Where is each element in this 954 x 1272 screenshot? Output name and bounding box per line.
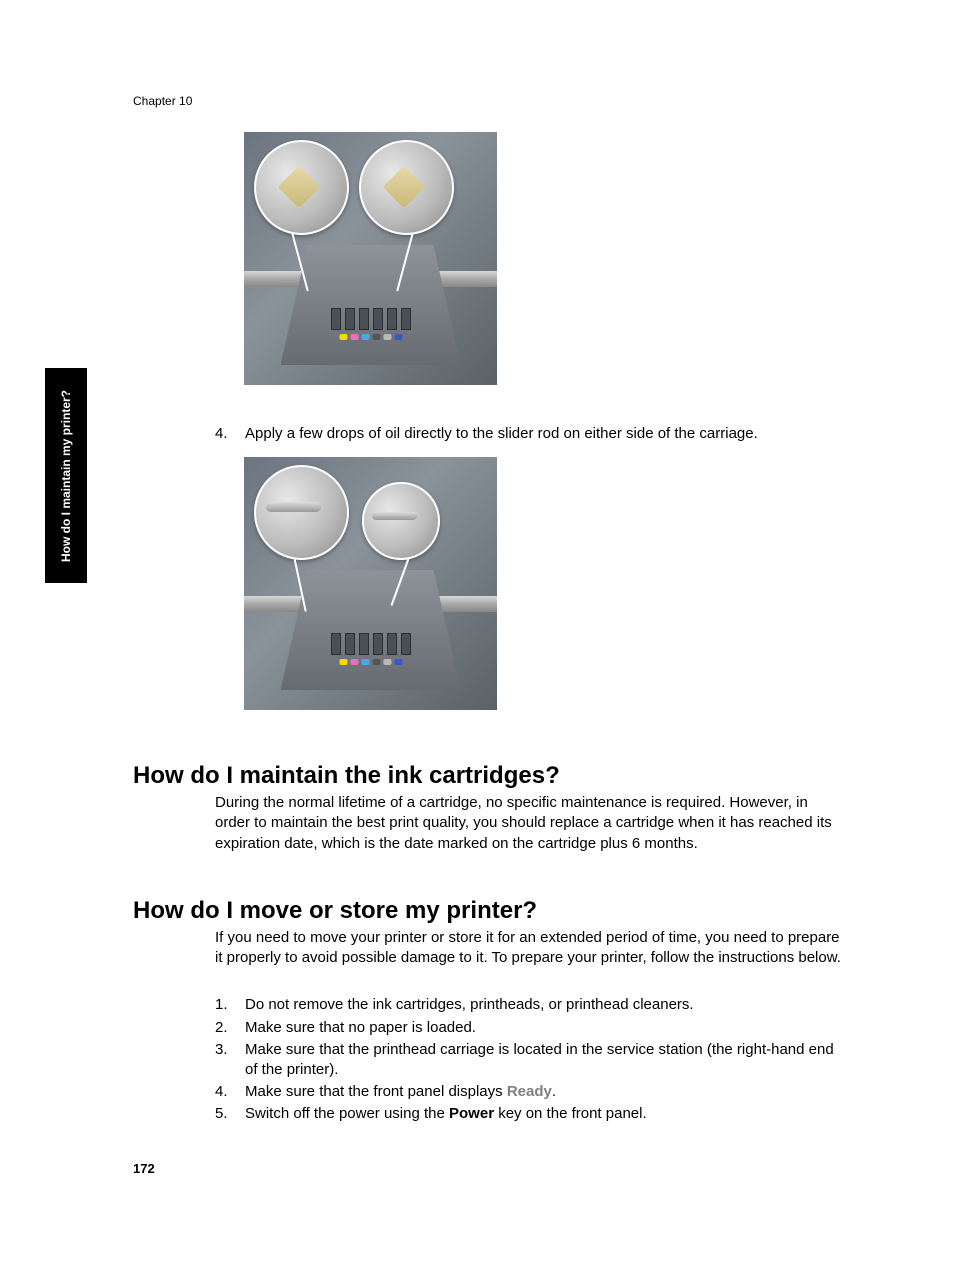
carriage-body bbox=[281, 245, 461, 365]
list-item-3: 3. Make sure that the printhead carriage… bbox=[215, 1040, 844, 1081]
callout-right-oil bbox=[362, 482, 440, 560]
list-text: Make sure that the printhead carriage is… bbox=[245, 1040, 844, 1081]
list-text: Make sure that the front panel displays … bbox=[245, 1082, 844, 1102]
callout-left-oil bbox=[254, 465, 349, 560]
step-text: Apply a few drops of oil directly to the… bbox=[245, 424, 844, 444]
ink-color-row bbox=[339, 659, 402, 665]
list-number: 5. bbox=[215, 1104, 228, 1124]
step-number: 4. bbox=[215, 424, 228, 444]
list-text: Switch off the power using the Power key… bbox=[245, 1104, 844, 1124]
list-number: 4. bbox=[215, 1082, 228, 1102]
ready-status-text: Ready bbox=[507, 1083, 552, 1100]
carriage-body bbox=[281, 570, 461, 690]
callout-right-sponge bbox=[359, 140, 454, 235]
list-number: 3. bbox=[215, 1040, 228, 1060]
heading-ink-cartridges: How do I maintain the ink cartridges? bbox=[133, 762, 560, 790]
ink-color-row bbox=[339, 334, 402, 340]
para-ink-cartridges: During the normal lifetime of a cartridg… bbox=[215, 793, 844, 854]
side-tab: How do I maintain my printer? bbox=[45, 368, 87, 583]
list-text: Make sure that no paper is loaded. bbox=[245, 1018, 844, 1038]
figure-carriage-sponges bbox=[244, 132, 497, 385]
chapter-header: Chapter 10 bbox=[133, 94, 192, 108]
list-item-1: 1. Do not remove the ink cartridges, pri… bbox=[215, 995, 844, 1015]
page-number: 172 bbox=[133, 1161, 155, 1176]
list-item-4: 4. Make sure that the front panel displa… bbox=[215, 1082, 844, 1102]
list-text: Do not remove the ink cartridges, printh… bbox=[245, 995, 844, 1015]
para-move-store: If you need to move your printer or stor… bbox=[215, 928, 844, 969]
cartridge-slots bbox=[331, 633, 411, 655]
list-number: 1. bbox=[215, 995, 228, 1015]
list-number: 2. bbox=[215, 1018, 228, 1038]
rod-detail bbox=[266, 502, 321, 512]
step-4: 4. Apply a few drops of oil directly to … bbox=[215, 424, 844, 444]
side-tab-label: How do I maintain my printer? bbox=[59, 389, 73, 561]
cartridge-slots bbox=[331, 308, 411, 330]
list-item-2: 2. Make sure that no paper is loaded. bbox=[215, 1018, 844, 1038]
callout-left-sponge bbox=[254, 140, 349, 235]
figure-oil-slider-rod bbox=[244, 457, 497, 710]
rod-detail bbox=[372, 512, 417, 520]
heading-move-store: How do I move or store my printer? bbox=[133, 897, 537, 925]
sponge-detail bbox=[383, 166, 425, 208]
sponge-detail bbox=[278, 166, 320, 208]
power-key-text: Power bbox=[449, 1105, 494, 1122]
list-item-5: 5. Switch off the power using the Power … bbox=[215, 1104, 844, 1124]
